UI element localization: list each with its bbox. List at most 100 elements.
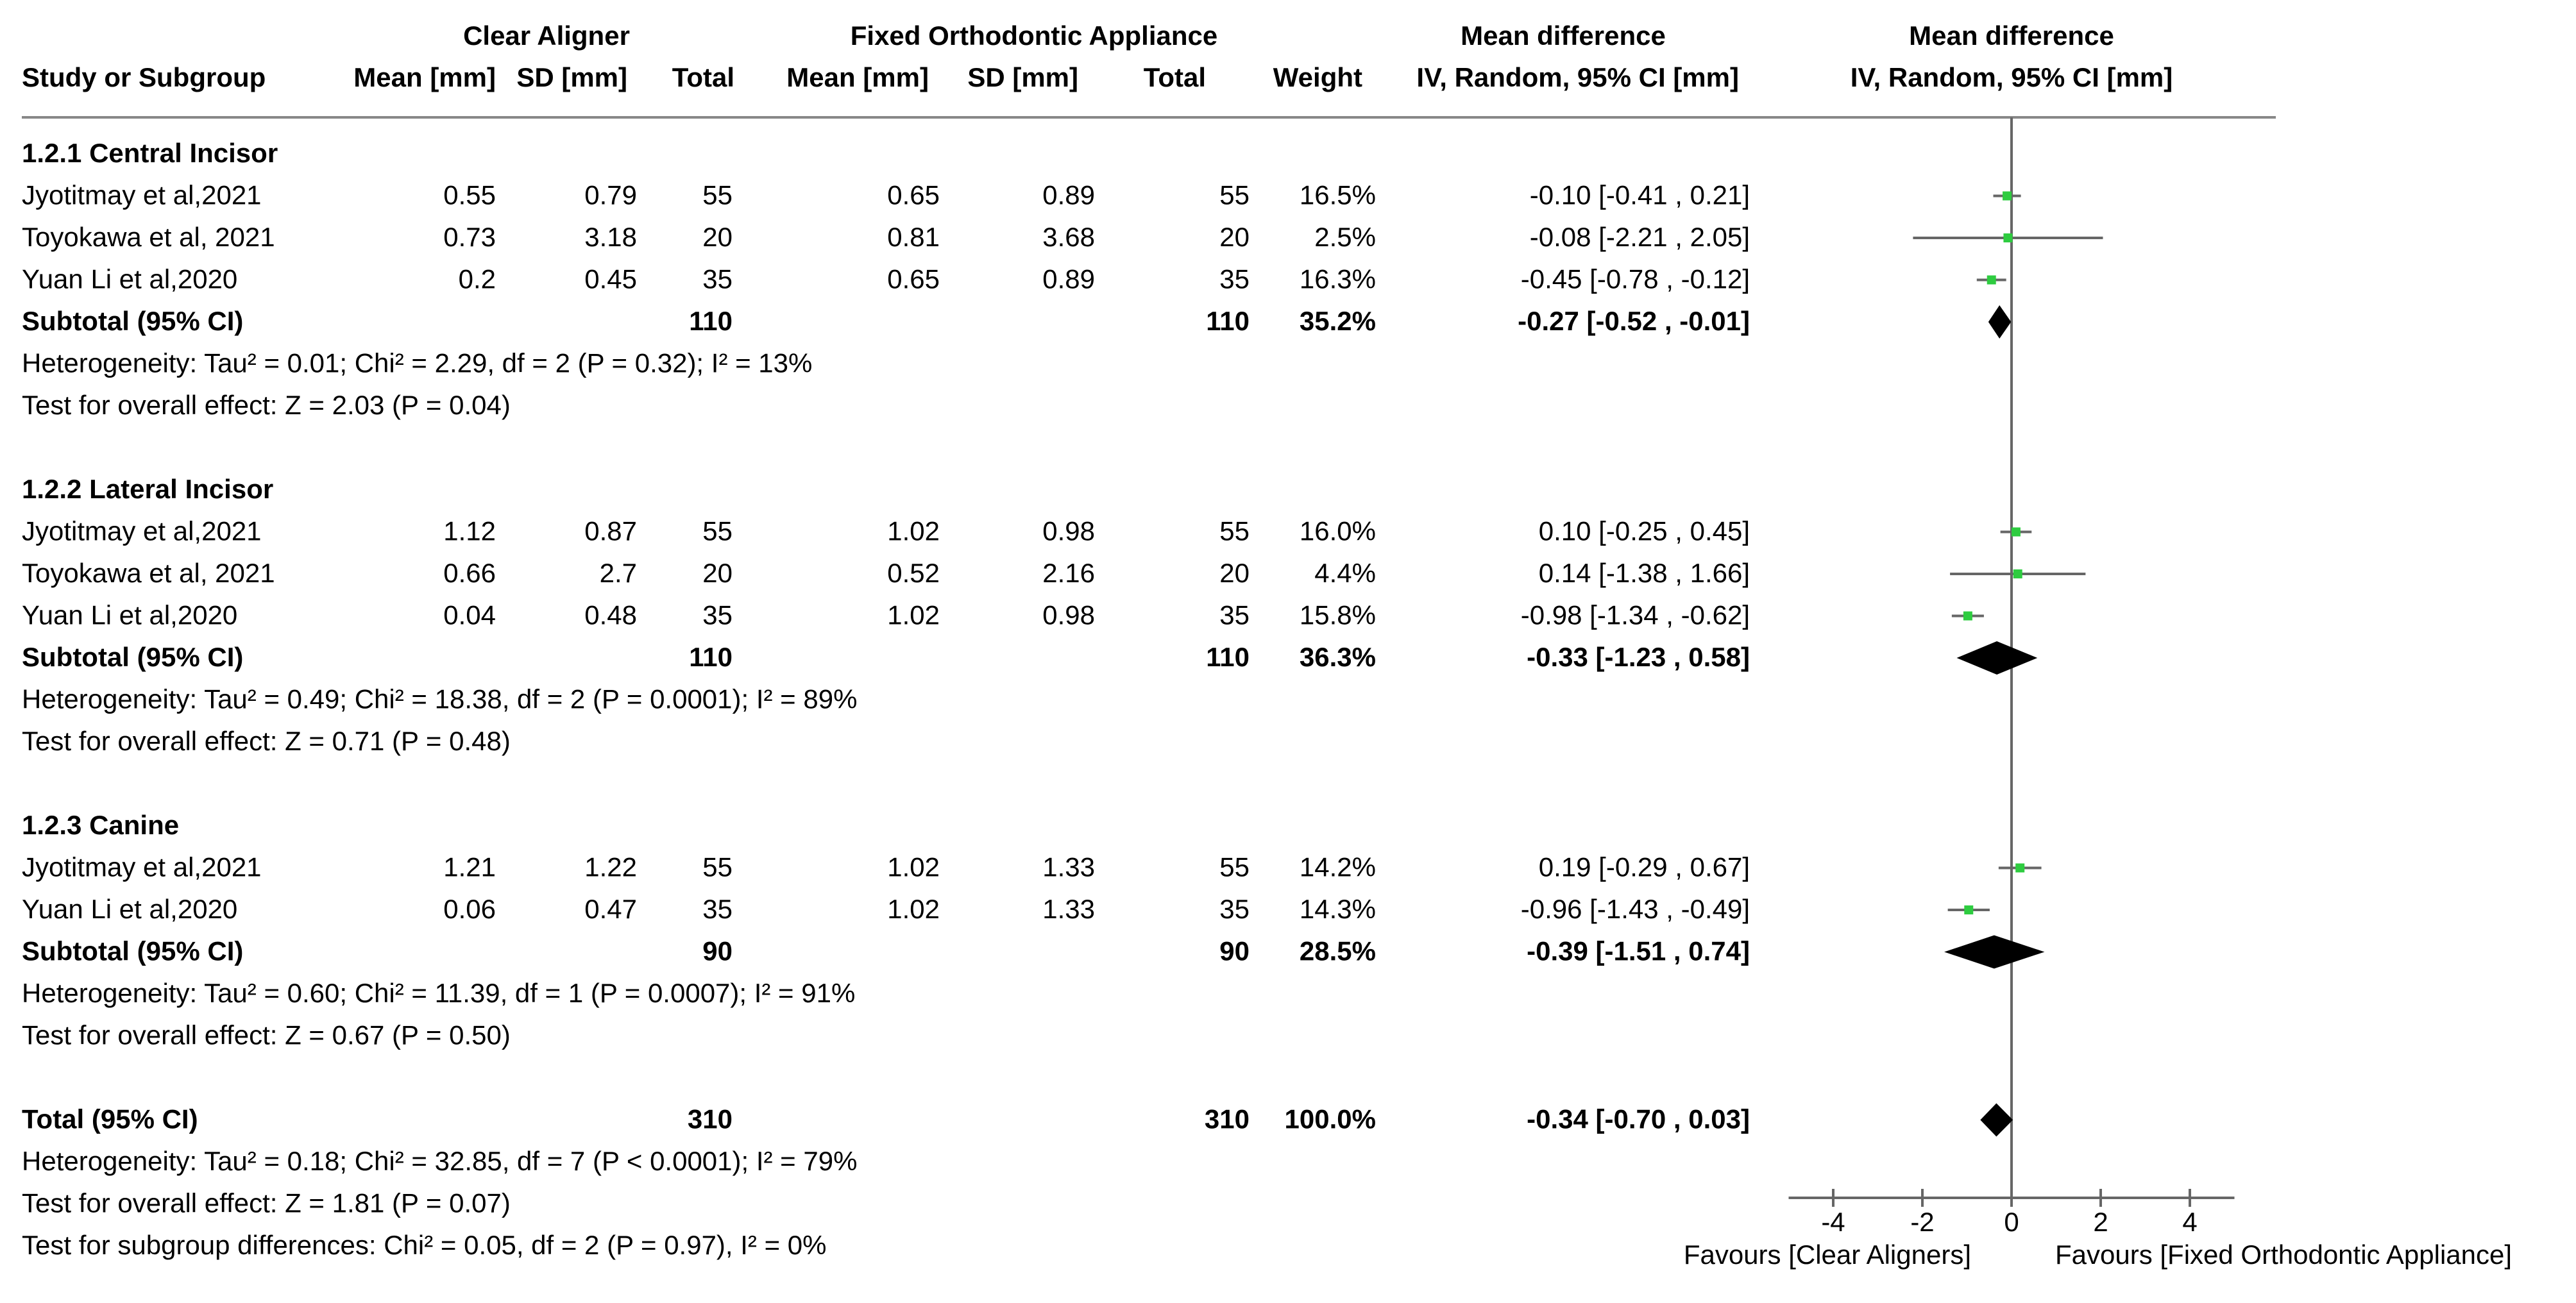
sd2-value: 0.98 (1042, 516, 1095, 546)
heterogeneity-text: Heterogeneity: Tau² = 0.01; Chi² = 2.29,… (22, 348, 812, 378)
study-name: Jyotitmay et al,2021 (22, 852, 262, 882)
weight-value: 15.8% (1300, 600, 1376, 630)
total2-value: 35 (1219, 894, 1250, 924)
mean2-value: 1.02 (887, 600, 940, 630)
subtotal-row-weight: 35.2% (1300, 306, 1376, 336)
subtotal-row-total2: 110 (1206, 642, 1250, 672)
total2-value: 35 (1219, 600, 1250, 630)
table-row: Yuan Li et al,2020 0.06 0.47 35 1.02 1.33 35 14… (22, 894, 1750, 924)
heterogeneity-text: Heterogeneity: Tau² = 0.49; Chi² = 18.38… (22, 684, 857, 714)
study-name: Jyotitmay et al,2021 (22, 180, 262, 210)
total1-value: 55 (702, 180, 733, 210)
study-name: Yuan Li et al,2020 (22, 600, 237, 630)
x-tick-label: -4 (1821, 1207, 1845, 1237)
mean1-value: 0.55 (443, 180, 496, 210)
subtotal-diamond (1956, 641, 2038, 675)
mean2-value: 0.52 (887, 558, 940, 588)
subtotal-row-ci: -0.39 [-1.51 , 0.74] (1527, 936, 1750, 966)
total1-value: 55 (702, 516, 733, 546)
mean2-value: 0.81 (887, 222, 940, 252)
subtotal-row-total1: 110 (689, 306, 733, 336)
mean2-value: 1.02 (887, 894, 940, 924)
subtotal-row: Subtotal (95% CI) 110 110 36.3% -0.33 [-1.23… (22, 642, 1750, 672)
sd1-value: 0.87 (584, 516, 637, 546)
subtotal-row-total2: 90 (1219, 936, 1250, 966)
total1-value: 35 (702, 894, 733, 924)
subtotal-row-total1: 110 (689, 642, 733, 672)
table-rows: 1.2.1 Central Incisor Jyotitmay et al,202… (22, 138, 1750, 1134)
ci-value: -0.96 [-1.43 , -0.49] (1521, 894, 1750, 924)
plot-header-top: Mean difference (1909, 21, 2114, 51)
study-name: Toyokawa et al, 2021 (22, 222, 275, 252)
mean1-column-header: Mean [mm] (353, 62, 496, 92)
overall-effect-text: Test for overall effect: Z = 0.67 (P = 0… (22, 1020, 511, 1050)
group1-header: Clear Aligner (463, 21, 630, 51)
study-marker (1950, 569, 2086, 578)
ci-value: 0.14 [-1.38 , 1.66] (1539, 558, 1750, 588)
total-row: Total (95% CI) 310 310 100.0% -0.34 [-0.70 ,… (22, 1104, 1750, 1134)
mean1-value: 1.21 (443, 852, 496, 882)
footer-line: Heterogeneity: Tau² = 0.18; Chi² = 32.85… (22, 1146, 857, 1176)
sd2-column-header: SD [mm] (967, 62, 1078, 92)
study-name: Toyokawa et al, 2021 (22, 558, 275, 588)
total1-value: 20 (702, 558, 733, 588)
mean1-value: 0.06 (443, 894, 496, 924)
ci-value: 0.19 [-0.29 , 0.67] (1539, 852, 1750, 882)
total2-value: 20 (1219, 222, 1250, 252)
mean1-value: 1.12 (443, 516, 496, 546)
mean2-value: 1.02 (887, 852, 940, 882)
subtotal-row: Subtotal (95% CI) 110 110 35.2% -0.27 [-0.52… (22, 306, 1750, 336)
mean1-value: 0.04 (443, 600, 496, 630)
subtotal-row-ci: -0.33 [-1.23 , 0.58] (1527, 642, 1750, 672)
total2-value: 20 (1219, 558, 1250, 588)
sd1-value: 3.18 (584, 222, 637, 252)
table-row: Toyokawa et al, 2021 0.66 2.7 20 0.52 2.16 20 4… (22, 558, 1750, 588)
total1-value: 35 (702, 264, 733, 294)
sd1-value: 2.7 (600, 558, 637, 588)
subgroup-title: 1.2.3 Canine (22, 810, 179, 840)
total2-column-header: Total (1144, 62, 1206, 92)
study-column-header: Study or Subgroup (22, 62, 266, 92)
subgroup-title: 1.2.1 Central Incisor (22, 138, 278, 168)
study-name: Yuan Li et al,2020 (22, 894, 237, 924)
study-marker (1947, 905, 1990, 914)
x-tick-label: 4 (2182, 1207, 2197, 1237)
study-marker (2000, 527, 2032, 537)
weight-value: 16.0% (1300, 516, 1376, 546)
point-estimate (1963, 611, 1972, 621)
mean1-value: 0.73 (443, 222, 496, 252)
footer-line: Test for subgroup differences: Chi² = 0.… (22, 1230, 826, 1260)
sd1-value: 0.79 (584, 180, 637, 210)
mean2-value: 1.02 (887, 516, 940, 546)
mean2-value: 0.65 (887, 180, 940, 210)
table-headers: Clear Aligner Fixed Orthodontic Appliance… (22, 21, 2276, 119)
ci-value: -0.98 [-1.34 , -0.62] (1521, 600, 1750, 630)
study-marker (1951, 611, 1984, 621)
footer-line: Test for overall effect: Z = 1.81 (P = 0… (22, 1188, 511, 1218)
x-tick-label: 0 (2004, 1207, 2019, 1237)
table-row: Yuan Li et al,2020 0.2 0.45 35 0.65 0.89 35 16.… (22, 264, 1750, 294)
study-marker (1976, 275, 2006, 285)
subtotal-row-label: Subtotal (95% CI) (22, 306, 243, 336)
point-estimate (2011, 527, 2021, 537)
weight-value: 14.2% (1300, 852, 1376, 882)
study-name: Yuan Li et al,2020 (22, 264, 237, 294)
sd2-value: 0.89 (1042, 264, 1095, 294)
footer: Heterogeneity: Tau² = 0.18; Chi² = 32.85… (22, 1146, 857, 1260)
sd2-value: 0.98 (1042, 600, 1095, 630)
total1-value: 35 (702, 600, 733, 630)
weight-value: 2.5% (1314, 222, 1376, 252)
sd1-value: 0.47 (584, 894, 637, 924)
point-estimate (2003, 191, 2012, 201)
total-row-ci: -0.34 [-0.70 , 0.03] (1527, 1104, 1750, 1134)
subtotal-row-label: Subtotal (95% CI) (22, 642, 243, 672)
effect-header-bottom: IV, Random, 95% CI [mm] (1416, 62, 1739, 92)
sd1-value: 0.48 (584, 600, 637, 630)
sd2-value: 1.33 (1042, 894, 1095, 924)
study-marker (1998, 863, 2042, 873)
subtotal-row-ci: -0.27 [-0.52 , -0.01] (1518, 306, 1750, 336)
weight-value: 16.3% (1300, 264, 1376, 294)
total2-value: 55 (1219, 852, 1250, 882)
sd1-value: 0.45 (584, 264, 637, 294)
